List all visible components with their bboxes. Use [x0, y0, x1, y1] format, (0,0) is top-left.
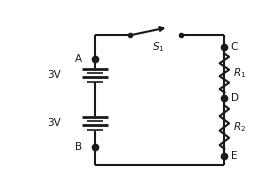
- Text: A: A: [75, 54, 82, 64]
- Text: C: C: [231, 43, 238, 52]
- Text: 3V: 3V: [47, 70, 61, 80]
- Text: E: E: [231, 151, 237, 160]
- Text: B: B: [75, 142, 82, 152]
- Text: $S_1$: $S_1$: [152, 40, 165, 54]
- Text: D: D: [231, 93, 239, 104]
- Text: $R_2$: $R_2$: [233, 120, 246, 134]
- Text: 3V: 3V: [47, 118, 61, 128]
- Text: $R_1$: $R_1$: [233, 66, 246, 80]
